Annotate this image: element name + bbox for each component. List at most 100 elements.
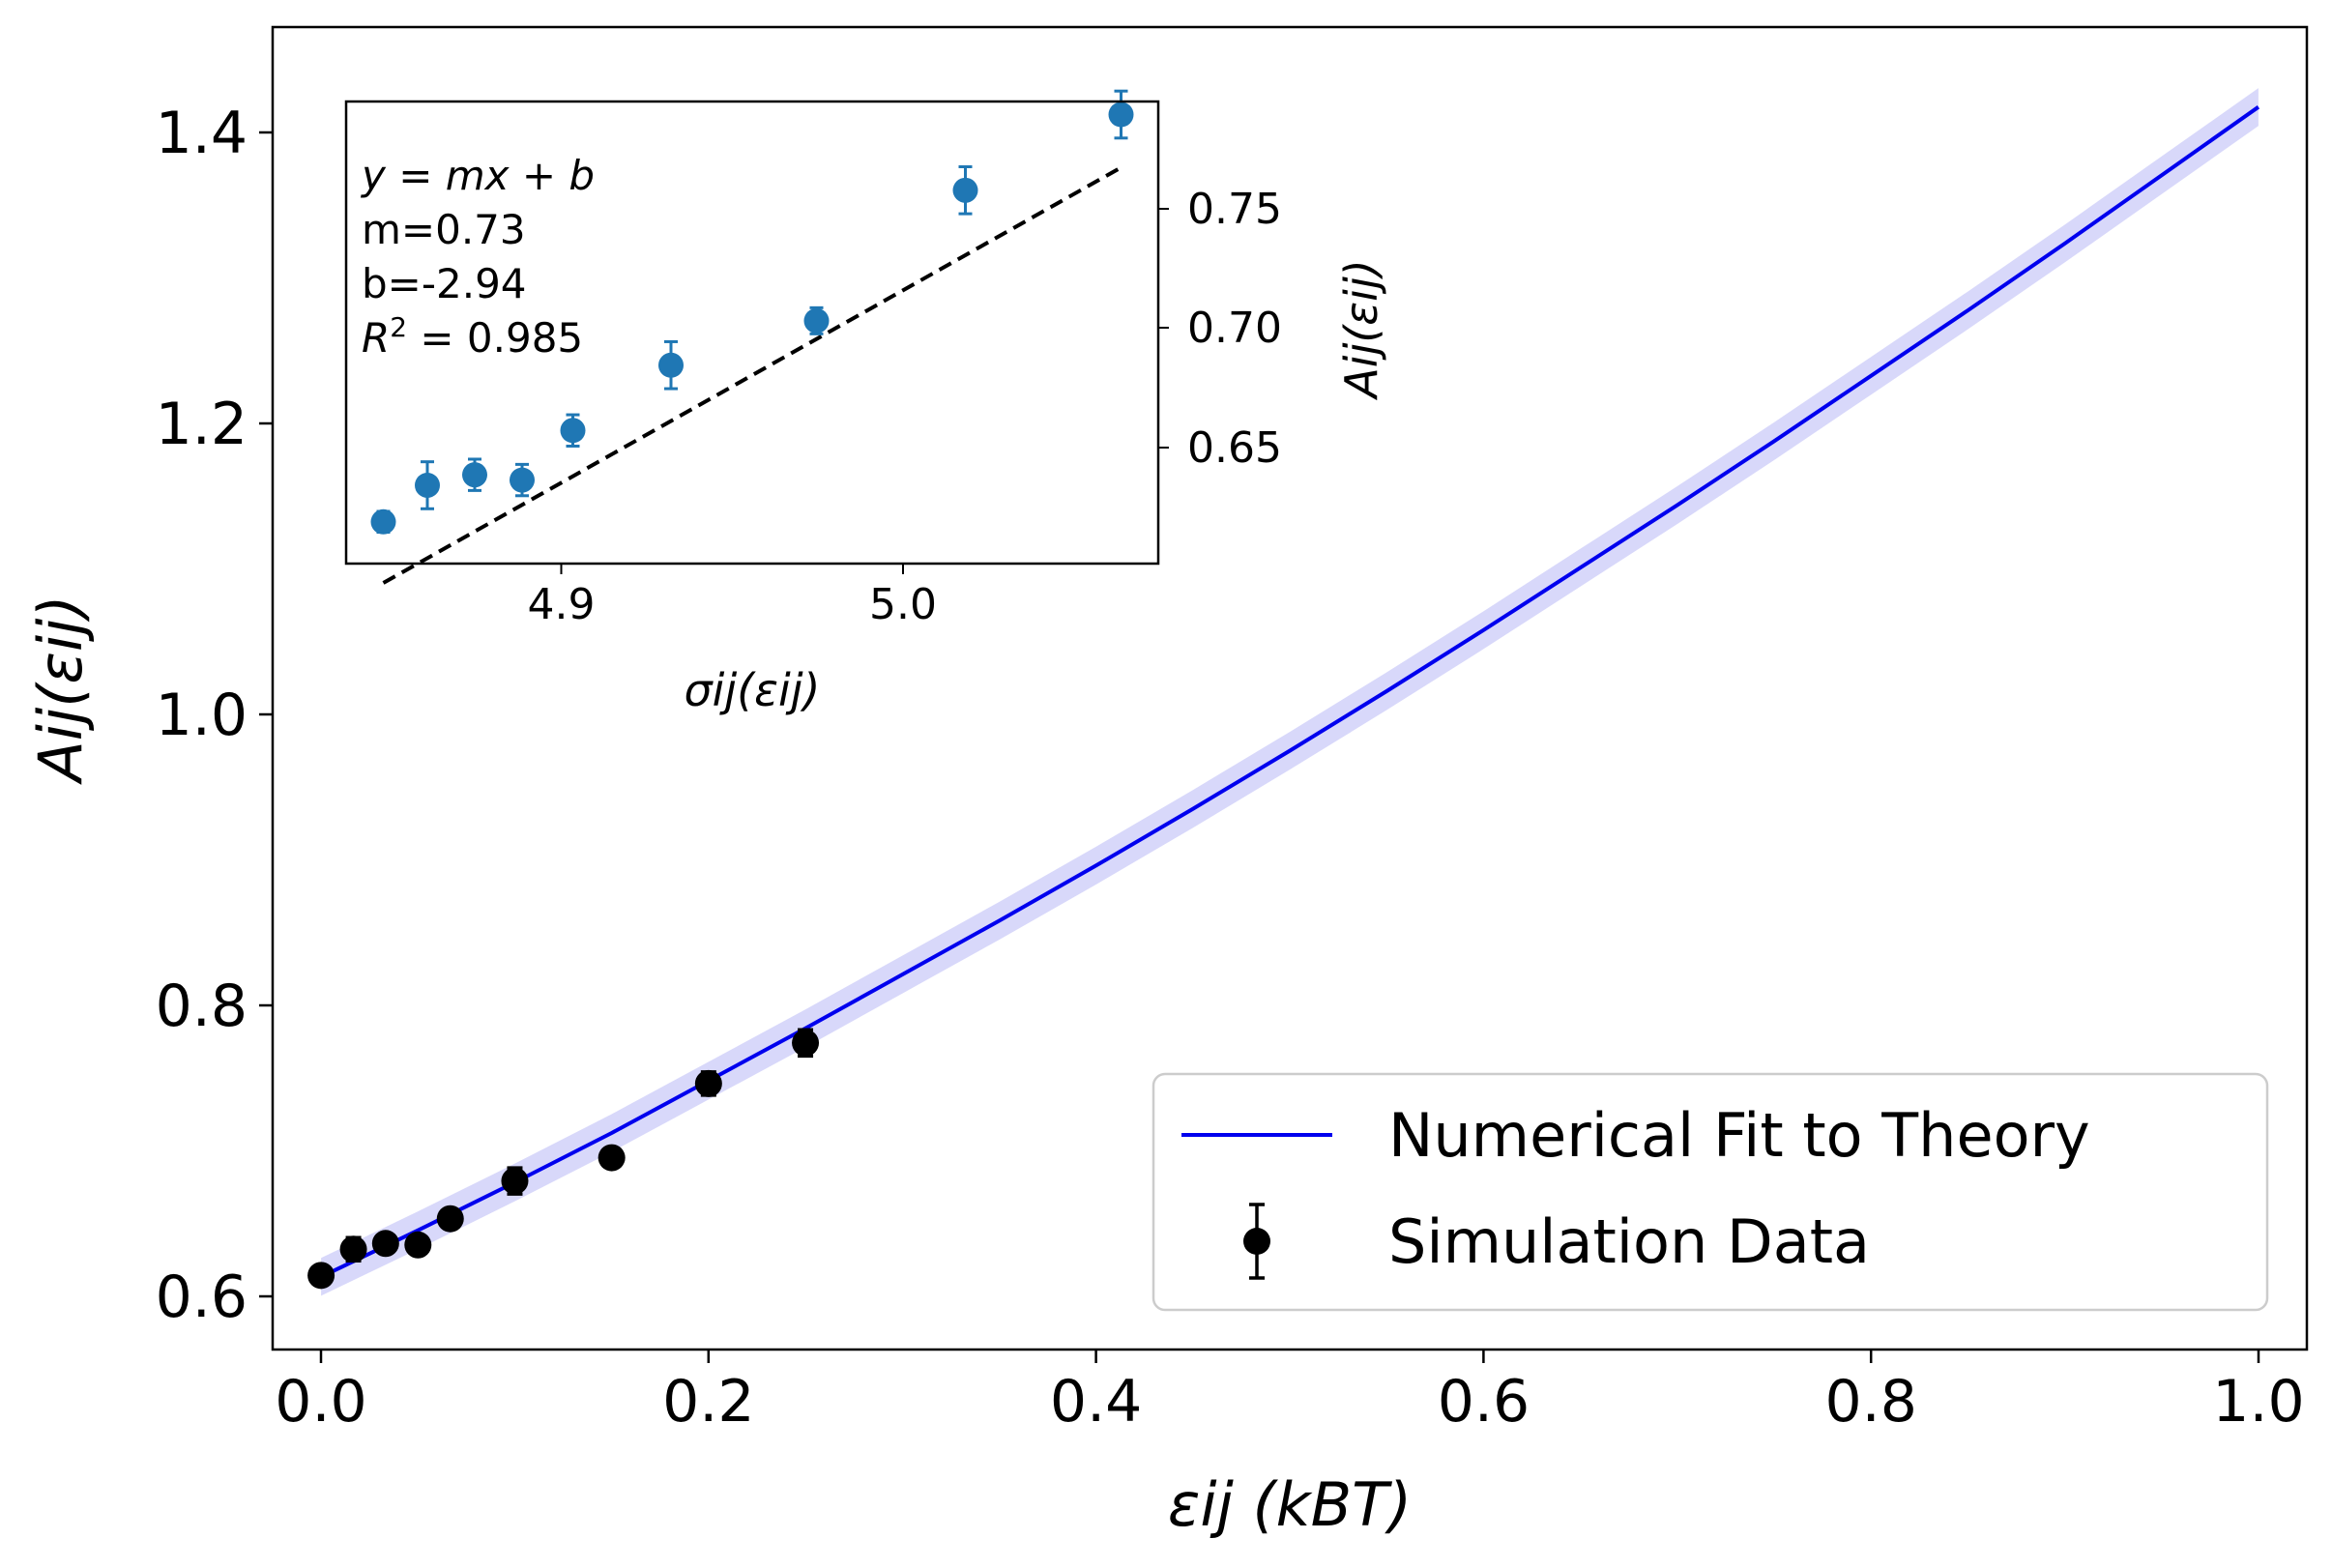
main-x-tick-label: 0.0 [275,1368,366,1436]
inset-data-point [803,305,830,335]
inset-marker [560,418,586,444]
sim-data-point [371,1230,399,1258]
r-squared-symbol: R [362,314,390,362]
main-x-ticks: 0.0 0.2 0.4 0.6 0.8 1.0 [275,1350,2305,1436]
sim-marker [339,1235,367,1263]
inset-data-point [510,462,535,498]
fit-slope: m=0.73 [362,206,526,253]
inset-x-axis-label: σij(εij) [684,664,820,716]
inset-x-tick: 4.9 [528,564,596,629]
main-y-tick: 0.8 [156,973,273,1040]
sim-marker [694,1069,722,1097]
main-y-tick-label: 1.4 [156,100,248,167]
sim-marker [404,1231,432,1259]
main-x-tick: 0.0 [275,1350,367,1436]
main-axes-frame [271,25,2309,1351]
inset-background [346,102,1158,564]
main-x-tick-label: 0.2 [662,1368,754,1436]
sim-data-point [307,1262,335,1290]
main-y-tick-label: 0.8 [156,973,248,1040]
fit-line [320,105,2260,1279]
sim-marker [598,1144,626,1172]
inset-marker [370,508,396,535]
fit-annotation: y = mx + b m=0.73 b=-2.94 R2 = 0.985 [360,152,595,362]
main-x-tick-label: 0.8 [1824,1368,1916,1436]
inset-marker [462,462,487,488]
inset-marker [803,307,830,334]
fit-r-squared: R2 = 0.985 [362,311,583,362]
legend-marker [1243,1228,1270,1255]
inset-data-point [370,508,396,535]
main-y-axis-label: Aij(εij) [25,595,96,785]
legend-box [1151,1072,2269,1312]
inset-marker [510,467,535,493]
inset-x-ticks: 4.9 5.0 [528,564,937,629]
inset-fit-line [382,165,1122,585]
sim-data-point [436,1205,464,1233]
sim-data-point [339,1235,367,1263]
main-y-tick: 0.6 [156,1263,273,1331]
sim-data-point [598,1144,626,1172]
sim-marker [371,1230,399,1258]
main-y-tick-label: 1.0 [156,682,248,749]
main-x-tick: 1.0 [2212,1350,2305,1436]
legend-label-fit: Numerical Fit to Theory [1388,1100,2090,1171]
inset-data-point [560,413,586,448]
main-plot: 0.0 0.2 0.4 0.6 0.8 1.0 [25,25,2309,1540]
sim-marker [436,1205,464,1233]
inset-y-tick: 0.65 [1158,423,1282,473]
legend-label-data: Simulation Data [1388,1206,1870,1277]
inset-x-tick-label: 5.0 [869,580,937,629]
main-x-axis-label: εij (kBT) [1168,1469,1412,1540]
inset-data-point [462,457,487,492]
main-line-layer [320,105,2260,1279]
sim-marker [501,1167,529,1195]
sim-marker [307,1262,335,1290]
main-y-tick-label: 0.6 [156,1263,248,1331]
main-points-layer [307,1028,820,1290]
inset-x-tick: 5.0 [869,564,937,629]
inset-y-tick: 0.70 [1158,304,1282,353]
main-y-tick-label: 1.2 [156,391,248,458]
inset-data-point [1108,89,1134,140]
inset-y-axis-label: Aij(εij) [1335,259,1387,400]
main-x-tick-label: 0.6 [1438,1368,1530,1436]
main-x-tick: 0.2 [662,1350,755,1436]
inset-y-tick: 0.75 [1158,185,1282,234]
sim-data-point [694,1069,722,1097]
legend-errorbar-swatch [1243,1203,1270,1280]
inset-marker [1108,102,1134,128]
main-x-tick-label: 1.0 [2212,1368,2304,1436]
main-x-tick: 0.6 [1438,1350,1530,1436]
inset-points-layer [370,89,1134,535]
fit-intercept: b=-2.94 [362,260,527,307]
inset-fit-layer [382,165,1122,585]
inset-x-tick-label: 4.9 [528,580,596,629]
main-y-tick: 1.0 [156,682,273,749]
main-y-tick: 1.4 [156,100,273,167]
main-x-tick-label: 0.4 [1050,1368,1142,1436]
inset-marker [952,177,978,203]
main-x-tick: 0.8 [1824,1350,1917,1436]
inset-y-tick-label: 0.65 [1187,423,1282,473]
sim-marker [792,1029,820,1057]
fit-equation: y = mx + b [360,152,595,199]
inset-plot: 4.9 5.0 0.65 0.70 0.75 σij(εij) Aij(εij) [344,89,1387,716]
sim-data-point [792,1028,820,1059]
main-y-ticks: 0.6 0.8 1.0 1.2 1.4 [156,100,273,1331]
sim-data-point [404,1231,432,1259]
sim-data-point [501,1166,529,1196]
main-x-tick: 0.4 [1050,1350,1142,1436]
inset-y-ticks: 0.65 0.70 0.75 [1158,185,1282,473]
r-squared-value: = 0.985 [407,314,583,362]
inset-data-point [952,165,978,216]
inset-y-tick-label: 0.75 [1187,185,1282,234]
legend: Numerical Fit to Theory Simulation Data [1151,1072,2269,1312]
inset-data-point [658,339,684,391]
inset-y-tick-label: 0.70 [1187,304,1282,353]
inset-data-point [415,460,440,510]
main-y-tick: 1.2 [156,391,273,458]
r-squared-exponent: 2 [390,311,407,343]
inset-marker [658,352,684,378]
